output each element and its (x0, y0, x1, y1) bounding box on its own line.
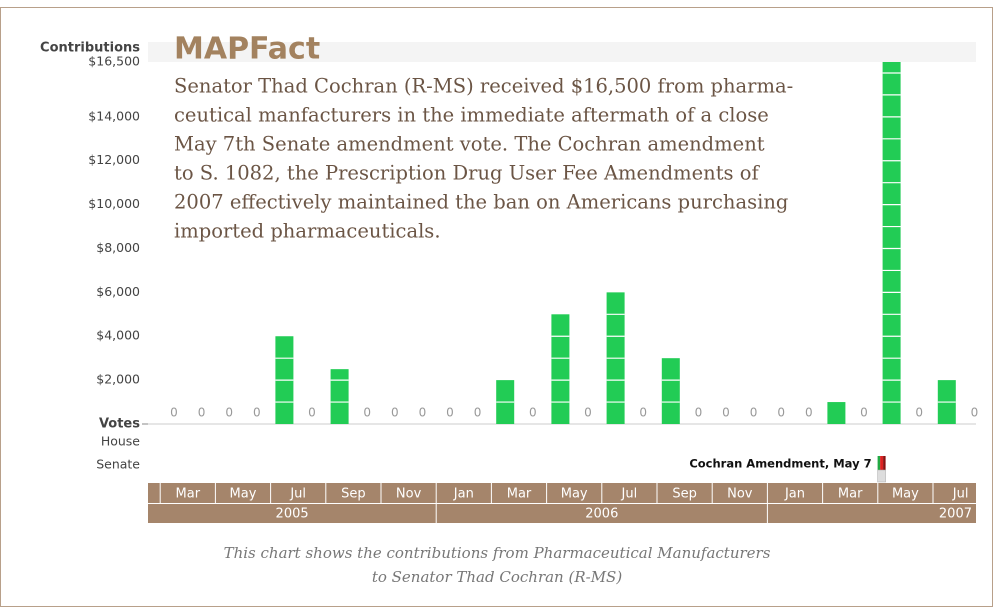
zero-label: 0 (308, 406, 316, 420)
zero-label: 0 (170, 406, 178, 420)
zero-label: 0 (446, 406, 454, 420)
year-band (148, 504, 976, 523)
zero-label: 0 (805, 406, 813, 420)
x-tick-label: Sep (672, 487, 697, 502)
zero-label: 0 (363, 406, 371, 420)
x-tick-label: Nov (396, 487, 422, 502)
zero-label: 0 (860, 406, 868, 420)
caption: to Senator Thad Cochran (R-MS) (372, 568, 623, 586)
zero-label: 0 (419, 406, 427, 420)
bar (661, 358, 680, 424)
caption: This chart shows the contributions from … (224, 544, 771, 562)
y-tick-label: $10,000 (88, 196, 140, 211)
vote-mark (877, 456, 881, 470)
zero-label: 0 (198, 406, 206, 420)
zero-label: 0 (529, 406, 537, 420)
fact-text: May 7th Senate amendment vote. The Cochr… (174, 133, 765, 156)
y-tick-label: $12,000 (88, 152, 140, 167)
y-tick-label: $14,000 (88, 108, 140, 123)
votes-label: Votes (99, 417, 140, 432)
zero-label: 0 (915, 406, 923, 420)
fact-text: imported pharmaceuticals. (174, 220, 441, 243)
x-tick-label: Sep (341, 487, 366, 502)
bar (882, 62, 901, 424)
bar (330, 369, 349, 424)
vote-mark (877, 469, 886, 483)
zero-label: 0 (253, 406, 261, 420)
x-tick-label: Jul (952, 487, 969, 502)
fact-text: Senator Thad Cochran (R-MS) received $16… (174, 75, 793, 98)
vote-mark (883, 456, 886, 470)
x-tick-label: May (892, 487, 919, 502)
x-tick-label: Nov (727, 487, 753, 502)
zero-label: 0 (474, 406, 482, 420)
zero-label: 0 (391, 406, 399, 420)
bar (551, 314, 570, 424)
zero-label: 0 (777, 406, 785, 420)
zero-label: 0 (722, 406, 730, 420)
zero-label: 0 (225, 406, 233, 420)
zero-label: 0 (639, 406, 647, 420)
fact-text: to S. 1082, the Prescription Drug User F… (174, 162, 760, 185)
fact-text: 2007 effectively maintained the ban on A… (174, 191, 788, 214)
fact-title: MAPFact (174, 32, 320, 67)
year-label: 2007 (939, 507, 972, 522)
x-tick-label: Jan (784, 487, 805, 502)
vote-mark (880, 456, 884, 470)
zero-label: 0 (750, 406, 758, 420)
x-tick-label: Mar (507, 487, 532, 502)
x-tick-label: Mar (176, 487, 201, 502)
vote-row-label: Senate (96, 457, 140, 472)
header-band (148, 42, 976, 62)
year-label: 2006 (585, 507, 618, 522)
y-tick-label: $6,000 (96, 284, 140, 299)
x-tick-label: May (230, 487, 257, 502)
x-tick-label: Jul (289, 487, 306, 502)
x-tick-label: Mar (838, 487, 863, 502)
y-tick-label: $2,000 (96, 372, 140, 387)
y-tick-label: $16,500 (88, 54, 140, 69)
y-axis-title: Contributions (40, 41, 140, 56)
month-band (148, 483, 976, 503)
zero-label: 0 (971, 406, 979, 420)
y-tick-label: $4,000 (96, 328, 140, 343)
x-tick-label: May (561, 487, 588, 502)
vote-annotation: Cochran Amendment, May 7 (689, 457, 871, 471)
bar (827, 402, 846, 424)
zero-label: 0 (695, 406, 703, 420)
x-tick-label: Jul (621, 487, 638, 502)
fact-text: ceutical manfacturers in the immediate a… (174, 104, 769, 127)
vote-row-label: House (101, 434, 140, 449)
zero-label: 0 (584, 406, 592, 420)
y-tick-label: $8,000 (96, 240, 140, 255)
year-label: 2005 (276, 507, 309, 522)
x-tick-label: Jan (453, 487, 474, 502)
